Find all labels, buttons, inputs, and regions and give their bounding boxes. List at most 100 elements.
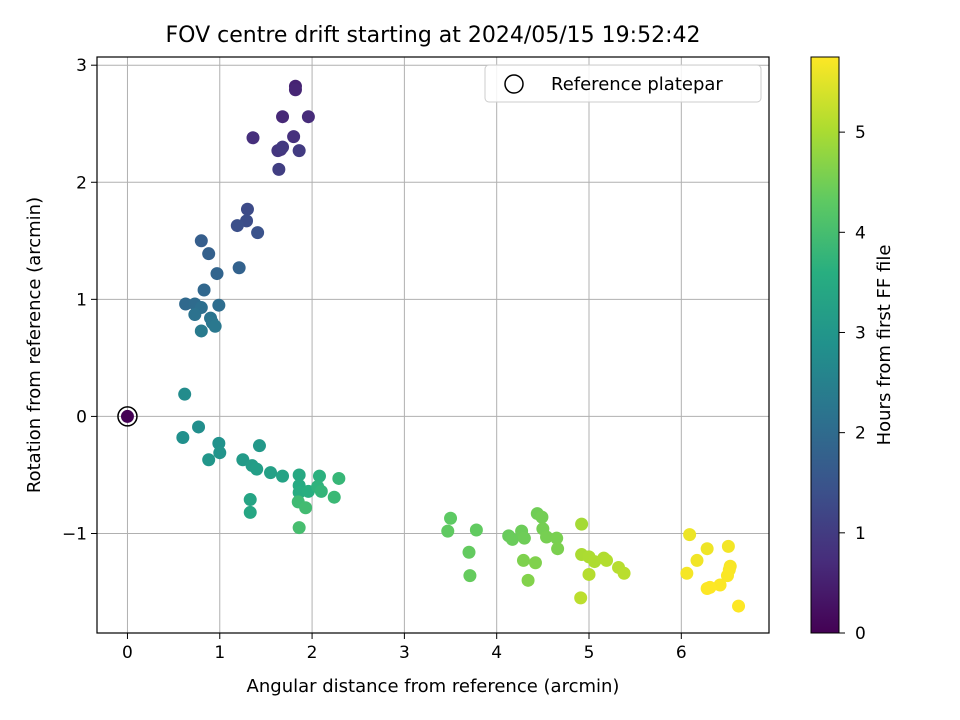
grid (97, 57, 769, 633)
data-point (202, 247, 216, 261)
data-point (243, 493, 257, 507)
data-point (574, 591, 588, 605)
data-point (444, 511, 458, 525)
data-point (208, 319, 222, 333)
x-tick-label: 1 (214, 643, 225, 663)
data-point (517, 531, 531, 545)
data-point (212, 436, 226, 450)
data-point (441, 524, 455, 538)
data-point (243, 505, 257, 519)
data-point (535, 510, 549, 524)
data-point (176, 430, 190, 444)
reference-platepar-marker (117, 406, 138, 427)
reference-marker (117, 406, 138, 427)
data-point (683, 528, 697, 542)
data-point (292, 521, 306, 535)
data-point (178, 387, 192, 401)
data-point (250, 462, 264, 476)
data-point (232, 261, 246, 275)
data-point (292, 468, 306, 482)
colorbar-label: Hours from first FF file (874, 245, 895, 446)
y-tick-label: 3 (76, 56, 87, 76)
legend-entry: Reference platepar (551, 74, 723, 95)
data-point (720, 569, 734, 583)
data-point (246, 131, 260, 145)
data-point (314, 484, 328, 498)
data-point (462, 545, 476, 559)
data-point (575, 517, 589, 531)
y-tick-label: 1 (76, 290, 87, 310)
data-point (252, 439, 266, 453)
data-point (521, 573, 535, 587)
data-point (551, 542, 565, 556)
x-tick-label: 0 (122, 643, 133, 663)
x-tick-label: 4 (491, 643, 502, 663)
data-point (540, 530, 554, 544)
colorbar-tick-label: 3 (855, 323, 866, 343)
data-point (469, 523, 483, 537)
data-point (213, 446, 227, 460)
colorbar-tick-label: 5 (855, 123, 866, 143)
data-point (721, 539, 735, 553)
colorbar-tick-label: 1 (855, 524, 866, 544)
data-point (210, 267, 224, 281)
legend: Reference platepar (484, 64, 762, 103)
y-tick-label: 0 (76, 407, 87, 427)
data-point (188, 308, 202, 322)
x-tick-label: 5 (584, 643, 595, 663)
data-point (600, 553, 614, 567)
reference-point-fill (120, 409, 134, 423)
colorbar-ticks: 0 1 2 3 4 5 (839, 123, 866, 644)
data-point (505, 532, 519, 546)
legend-box (484, 64, 762, 103)
data-point (463, 569, 477, 583)
data-point (287, 130, 301, 144)
y-tick-label: −1 (62, 524, 87, 544)
data-point (212, 298, 226, 312)
data-point (617, 566, 631, 580)
data-point (528, 556, 542, 570)
legend-marker (504, 74, 524, 94)
colorbar-tick-label: 0 (855, 624, 866, 644)
y-axis-ticks: −1 0 1 2 3 (62, 56, 97, 544)
data-point (179, 297, 193, 311)
data-point (327, 490, 341, 504)
data-point (292, 144, 306, 158)
data-point (332, 471, 346, 485)
y-axis-label: Rotation from reference (arcmin) (24, 197, 45, 493)
colorbar (810, 56, 840, 634)
scatter-points (176, 79, 746, 613)
data-point (272, 162, 286, 176)
colorbar-tick-label: 2 (855, 424, 866, 444)
data-point (680, 566, 694, 580)
x-axis-label: Angular distance from reference (arcmin) (247, 676, 620, 697)
data-point (276, 140, 290, 154)
data-point (732, 599, 746, 613)
data-point (301, 110, 315, 124)
data-point (312, 469, 326, 483)
colorbar-tick-label: 4 (855, 223, 866, 243)
data-point (690, 553, 704, 567)
data-point (550, 531, 564, 545)
chart-title: FOV centre drift starting at 2024/05/15 … (166, 23, 701, 48)
data-point (264, 466, 278, 480)
data-point (251, 226, 265, 240)
x-tick-label: 6 (676, 643, 687, 663)
data-point (700, 542, 714, 556)
x-axis-ticks: 0 1 2 3 4 5 6 (122, 633, 687, 663)
data-point (240, 202, 254, 216)
y-tick-label: 2 (76, 173, 87, 193)
data-point (276, 469, 290, 483)
plot-frame (96, 56, 770, 634)
data-point (192, 420, 206, 434)
data-point (230, 219, 244, 233)
data-point (202, 453, 216, 467)
data-point (703, 580, 717, 594)
data-point (197, 283, 211, 297)
data-point (194, 324, 208, 338)
x-tick-label: 2 (307, 643, 318, 663)
data-point (194, 234, 208, 248)
data-point (236, 453, 250, 467)
data-point (713, 578, 727, 592)
